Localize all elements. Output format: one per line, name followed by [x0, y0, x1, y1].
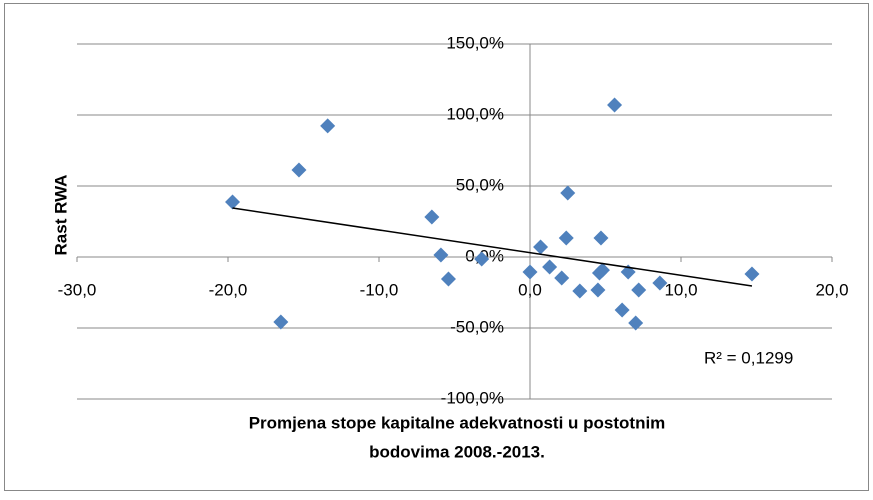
scatter-point	[291, 162, 307, 178]
x-tick-label: -30,0	[58, 280, 97, 299]
r-squared: R² = 0,1299	[704, 348, 793, 367]
scatter-point	[558, 230, 574, 246]
scatter-point	[652, 275, 668, 291]
scatter-point	[533, 239, 549, 255]
scatter-point	[631, 282, 647, 298]
y-tick-label: -50,0%	[450, 317, 504, 336]
scatter-point	[440, 271, 456, 287]
scatter-point	[744, 266, 760, 282]
scatter-point	[320, 118, 336, 134]
scatter-point	[433, 247, 449, 263]
scatter-point	[614, 302, 630, 318]
y-tick-label: 150,0%	[446, 33, 504, 52]
y-tick-label: -100,0%	[441, 388, 504, 407]
scatter-point	[225, 194, 241, 210]
scatter-point	[560, 185, 576, 201]
scatter-point	[572, 283, 588, 299]
y-tick-label: 50,0%	[456, 175, 504, 194]
scatter-point	[594, 262, 610, 278]
x-tick-label: 0,0	[518, 280, 542, 299]
scatter-point	[554, 270, 570, 286]
y-tick-label: 100,0%	[446, 104, 504, 123]
x-tick-label: -20,0	[209, 280, 248, 299]
scatter-point	[522, 264, 538, 280]
chart-border	[4, 3, 869, 491]
scatter-point	[607, 97, 623, 113]
x-tick-label: -10,0	[360, 280, 399, 299]
scatter-point	[273, 314, 289, 330]
scatter-point	[424, 209, 440, 225]
y-axis-title: Rast RWA	[51, 175, 70, 256]
x-axis-title: bodovima 2008.-2013.	[369, 442, 545, 461]
scatter-point	[593, 230, 609, 246]
x-axis-title: Promjena stope kapitalne adekvatnosti u …	[249, 413, 666, 432]
x-tick-label: 20,0	[815, 280, 848, 299]
scatter-point	[590, 282, 606, 298]
trendline	[232, 207, 753, 287]
scatter-point	[474, 251, 490, 267]
x-tick-label: 10,0	[664, 280, 697, 299]
scatter-point	[628, 315, 644, 331]
scatter-point	[542, 259, 558, 275]
